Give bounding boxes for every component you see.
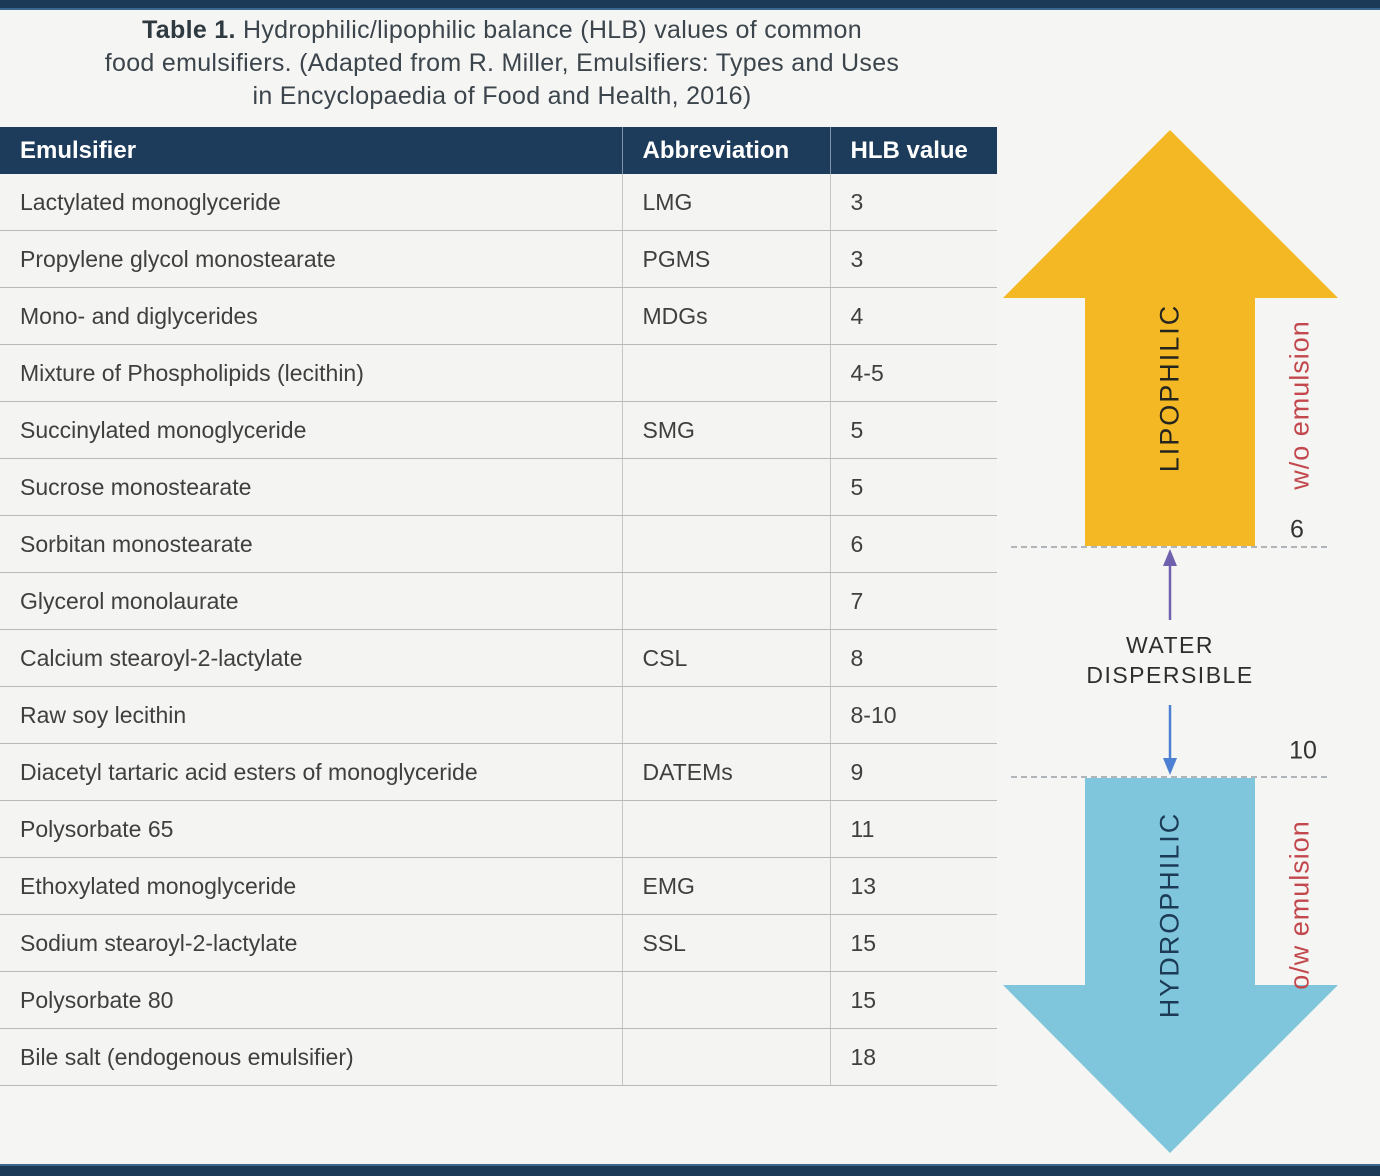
table-row: Diacetyl tartaric acid esters of monogly… (0, 743, 997, 801)
caption-line-1: Table 1. Hydrophilic/lipophilic balance … (0, 14, 1004, 47)
figure-caption: Table 1. Hydrophilic/lipophilic balance … (0, 14, 1004, 113)
hlb-scale-arrows (1003, 130, 1338, 1153)
cell-hlb-value: 7 (829, 572, 997, 630)
cell-emulsifier: Polysorbate 65 (0, 800, 622, 858)
cell-hlb-value: 15 (829, 971, 997, 1029)
hlb-boundary-value-6: 6 (1290, 515, 1304, 544)
cell-abbreviation (621, 971, 830, 1029)
wo-emulsion-label: w/o emulsion (1284, 320, 1315, 490)
table-row: Bile salt (endogenous emulsifier) 18 (0, 1028, 997, 1086)
water-dispersible-label: WATER DISPERSIBLE (1086, 630, 1253, 690)
hlb-boundary-value-10: 10 (1289, 736, 1317, 765)
cell-hlb-value: 5 (829, 458, 997, 516)
table-row: Sodium stearoyl-2-lactylate SSL 15 (0, 914, 997, 972)
cell-emulsifier: Sorbitan monostearate (0, 515, 622, 573)
cell-emulsifier: Bile salt (endogenous emulsifier) (0, 1028, 622, 1086)
cell-abbreviation (621, 1028, 830, 1086)
lipophilic-label: LIPOPHILIC (1154, 303, 1185, 473)
table-header-row: Emulsifier Abbreviation HLB value (0, 127, 997, 174)
cell-emulsifier: Calcium stearoyl-2-lactylate (0, 629, 622, 687)
cell-emulsifier: Polysorbate 80 (0, 971, 622, 1029)
hydrophilic-arrow-shape (1003, 778, 1338, 1153)
cell-emulsifier: Ethoxylated monoglyceride (0, 857, 622, 915)
cell-abbreviation (621, 515, 830, 573)
cell-abbreviation: EMG (621, 857, 830, 915)
cell-hlb-value: 6 (829, 515, 997, 573)
caption-line-1-text: Hydrophilic/lipophilic balance (HLB) val… (235, 16, 862, 44)
cell-hlb-value: 8 (829, 629, 997, 687)
bottom-bar (0, 1166, 1380, 1176)
cell-abbreviation (621, 458, 830, 516)
cell-hlb-value: 3 (829, 174, 997, 231)
column-header-hlb-value: HLB value (829, 127, 997, 174)
column-header-emulsifier: Emulsifier (0, 127, 622, 174)
cell-emulsifier: Mixture of Phospholipids (lecithin) (0, 344, 622, 402)
table-row: Mono- and diglycerides MDGs 4 (0, 287, 997, 345)
cell-emulsifier: Sucrose monostearate (0, 458, 622, 516)
water-dispersible-line-2: DISPERSIBLE (1086, 662, 1254, 688)
cell-abbreviation: DATEMs (621, 743, 830, 801)
table-row: Polysorbate 80 15 (0, 971, 997, 1029)
table-row: Sucrose monostearate 5 (0, 458, 997, 516)
table-row: Ethoxylated monoglyceride EMG 13 (0, 857, 997, 915)
cell-emulsifier: Diacetyl tartaric acid esters of monogly… (0, 743, 622, 801)
table-row: Propylene glycol monostearate PGMS 3 (0, 230, 997, 288)
cell-hlb-value: 13 (829, 857, 997, 915)
hlb-table: Emulsifier Abbreviation HLB value Lactyl… (0, 127, 997, 1086)
table-row: Polysorbate 65 11 (0, 800, 997, 858)
table-row: Raw soy lecithin 8-10 (0, 686, 997, 744)
top-bar (0, 0, 1380, 8)
cell-abbreviation: PGMS (621, 230, 830, 288)
cell-abbreviation: SMG (621, 401, 830, 459)
water-dispersible-line-1: WATER (1126, 632, 1214, 658)
cell-emulsifier: Glycerol monolaurate (0, 572, 622, 630)
table-row: Sorbitan monostearate 6 (0, 515, 997, 573)
cell-abbreviation (621, 572, 830, 630)
ow-emulsion-label: o/w emulsion (1284, 820, 1315, 990)
cell-abbreviation: CSL (621, 629, 830, 687)
caption-table-number: Table 1. (142, 16, 236, 44)
cell-abbreviation: LMG (621, 174, 830, 231)
top-bar-accent-line (0, 8, 1380, 10)
cell-emulsifier: Raw soy lecithin (0, 686, 622, 744)
bottom-bar-accent-line (0, 1164, 1380, 1166)
cell-hlb-value: 15 (829, 914, 997, 972)
cell-abbreviation: SSL (621, 914, 830, 972)
cell-hlb-value: 11 (829, 800, 997, 858)
table-row: Calcium stearoyl-2-lactylate CSL 8 (0, 629, 997, 687)
hydrophilic-label: HYDROPHILIC (1154, 811, 1185, 1019)
table-body: Lactylated monoglyceride LMG 3 Propylene… (0, 174, 997, 1086)
table-row: Lactylated monoglyceride LMG 3 (0, 174, 997, 231)
cell-hlb-value: 4-5 (829, 344, 997, 402)
cell-emulsifier: Sodium stearoyl-2-lactylate (0, 914, 622, 972)
lipophilic-arrow-shape (1003, 130, 1338, 546)
cell-abbreviation (621, 344, 830, 402)
cell-abbreviation (621, 686, 830, 744)
up-arrow-head-icon (1163, 549, 1177, 566)
caption-line-3: in Encyclopaedia of Food and Health, 201… (252, 82, 752, 110)
table-row: Glycerol monolaurate 7 (0, 572, 997, 630)
caption-line-2: food emulsifiers. (Adapted from R. Mille… (104, 49, 900, 77)
cell-hlb-value: 3 (829, 230, 997, 288)
cell-abbreviation (621, 800, 830, 858)
down-arrow-head-icon (1163, 758, 1177, 775)
table-row: Mixture of Phospholipids (lecithin) 4-5 (0, 344, 997, 402)
cell-abbreviation: MDGs (621, 287, 830, 345)
cell-emulsifier: Succinylated monoglyceride (0, 401, 622, 459)
hlb-scale-diagram: LIPOPHILIC w/o emulsion 6 WATER DISPERSI… (997, 120, 1380, 1176)
table-row: Succinylated monoglyceride SMG 5 (0, 401, 997, 459)
cell-hlb-value: 4 (829, 287, 997, 345)
cell-hlb-value: 8-10 (829, 686, 997, 744)
cell-emulsifier: Propylene glycol monostearate (0, 230, 622, 288)
column-header-abbreviation: Abbreviation (621, 127, 830, 174)
cell-emulsifier: Lactylated monoglyceride (0, 174, 622, 231)
cell-hlb-value: 18 (829, 1028, 997, 1086)
cell-hlb-value: 5 (829, 401, 997, 459)
cell-emulsifier: Mono- and diglycerides (0, 287, 622, 345)
cell-hlb-value: 9 (829, 743, 997, 801)
